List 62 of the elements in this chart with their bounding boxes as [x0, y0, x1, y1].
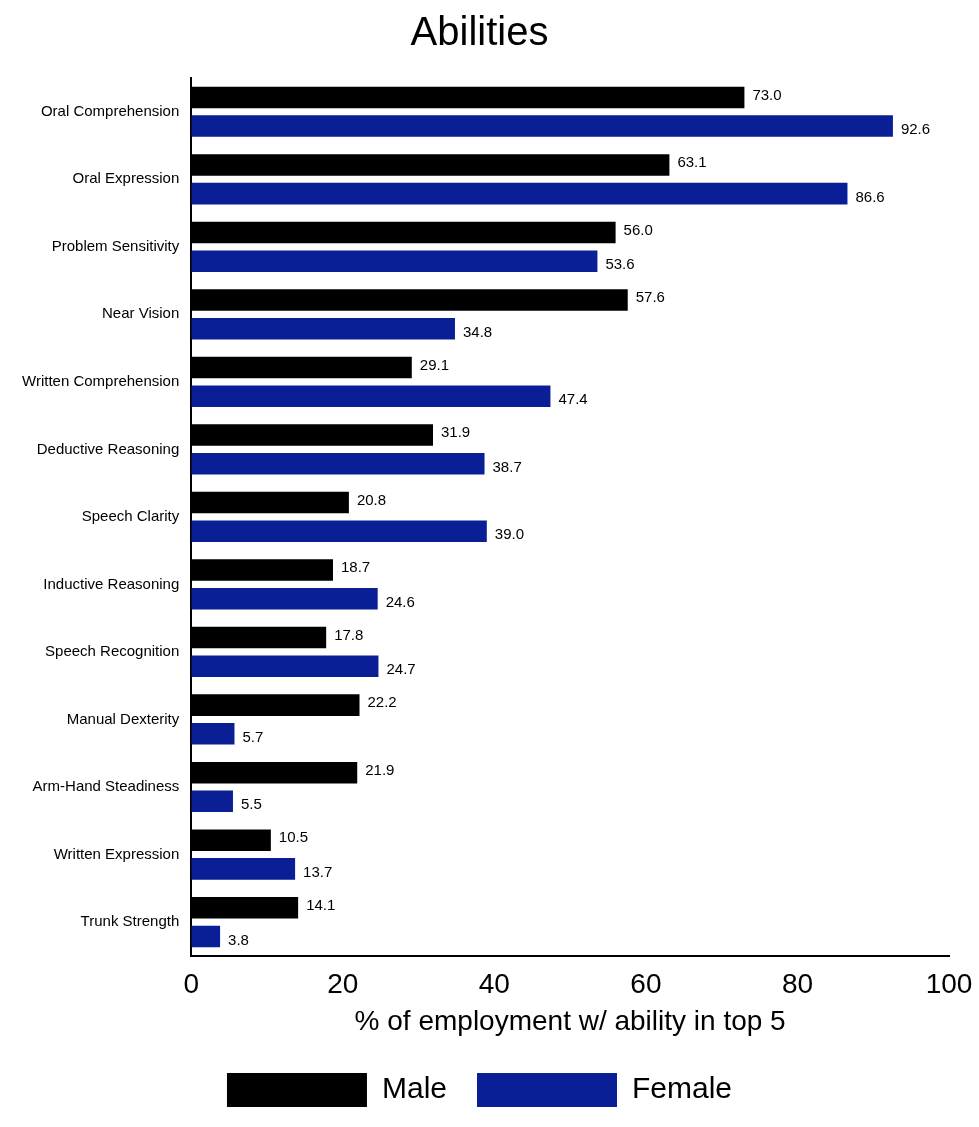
y-tick-label: Trunk Strength — [80, 912, 180, 930]
data-label: 53.6 — [605, 255, 635, 273]
x-tick-label: 0 — [183, 968, 200, 1000]
data-label: 92.6 — [900, 120, 931, 138]
data-label: 38.7 — [492, 457, 522, 475]
data-label: 3.8 — [228, 930, 249, 948]
data-label: 10.5 — [278, 828, 309, 846]
bar — [191, 317, 455, 340]
chart-title: Abilities — [410, 9, 549, 54]
y-tick-label: Oral Expression — [72, 169, 180, 187]
y-tick-label: Speech Recognition — [45, 642, 180, 660]
data-label: 47.4 — [558, 390, 588, 408]
data-label: 56.0 — [623, 220, 653, 238]
y-tick-label: Inductive Reasoning — [43, 574, 180, 592]
data-label: 18.7 — [340, 558, 371, 576]
legend-label: Male — [381, 1071, 447, 1105]
bar — [191, 250, 598, 272]
y-tick-label: Speech Clarity — [81, 507, 180, 525]
legend-label: Female — [632, 1071, 733, 1105]
bar — [191, 925, 221, 948]
x-tick-label: 40 — [478, 968, 510, 1000]
data-label: 73.0 — [752, 85, 782, 103]
x-tick-label: 60 — [630, 968, 662, 1000]
data-label: 24.6 — [385, 592, 415, 610]
y-tick-label: Arm-Hand Steadiness — [32, 777, 180, 795]
y-tick-label: Near Vision — [102, 304, 180, 322]
data-label: 34.8 — [462, 322, 493, 340]
bar — [191, 385, 551, 407]
data-label: 63.1 — [677, 153, 707, 171]
x-tick-label: 80 — [781, 968, 814, 1000]
bar — [191, 588, 378, 610]
data-label: 13.7 — [303, 863, 333, 880]
data-label: 14.1 — [306, 895, 336, 913]
bar — [191, 655, 379, 678]
data-label: 31.9 — [441, 423, 471, 441]
data-label: 29.1 — [419, 355, 449, 373]
data-label: 39.0 — [494, 525, 524, 543]
bar — [191, 115, 893, 137]
bar — [191, 182, 848, 205]
data-label: 5.5 — [240, 795, 262, 813]
data-label: 5.7 — [242, 727, 264, 745]
data-label: 24.7 — [386, 660, 416, 678]
data-label: 20.8 — [356, 490, 387, 508]
bar — [191, 723, 235, 745]
bar — [191, 790, 233, 813]
data-label: 17.8 — [334, 625, 364, 643]
data-label: 21.9 — [365, 760, 395, 778]
y-tick-label: Written Expression — [53, 844, 180, 862]
x-axis-title: % of employment w/ ability in top 5 — [354, 1004, 786, 1036]
y-tick-label: Written Comprehension — [22, 371, 180, 389]
y-tick-label: Manual Dexterity — [66, 709, 180, 727]
data-label: 57.6 — [635, 288, 665, 306]
bar — [191, 858, 296, 880]
x-tick-label: 100 — [925, 968, 973, 1000]
y-tick-label: Oral Comprehension — [40, 101, 180, 119]
y-tick-label: Problem Sensitivity — [51, 236, 180, 254]
x-tick-label: 20 — [327, 968, 359, 1000]
data-label: 86.6 — [855, 187, 885, 205]
y-tick-label: Deductive Reasoning — [36, 439, 180, 457]
data-label: 22.2 — [367, 693, 397, 711]
bar — [191, 452, 485, 475]
bar — [191, 520, 487, 543]
